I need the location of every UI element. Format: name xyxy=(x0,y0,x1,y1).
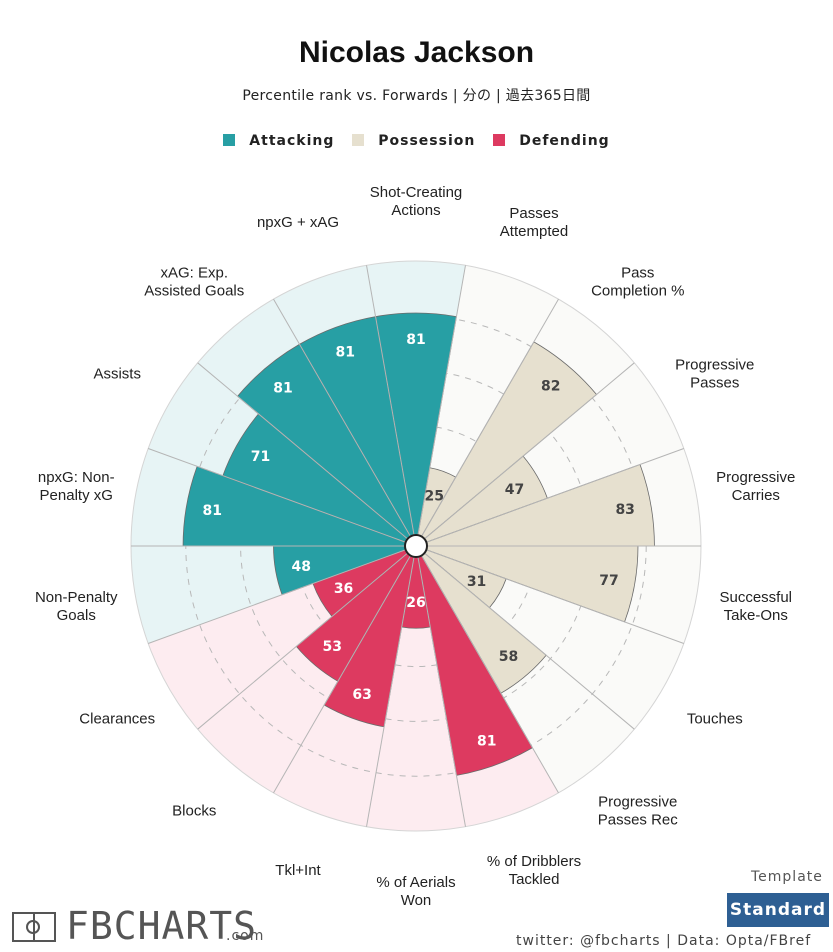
legend-item-possession: Possession xyxy=(352,133,475,149)
wedge-divider xyxy=(424,362,635,540)
category-label: Pass Completion % xyxy=(591,265,684,300)
category-label: Successful Take-Ons xyxy=(719,589,792,624)
value-label: 48 xyxy=(292,559,311,575)
value-label: 81 xyxy=(335,345,354,361)
legend: Attacking Possession Defending xyxy=(0,133,833,149)
wedge-divider xyxy=(417,265,466,536)
legend-label-defending: Defending xyxy=(519,133,610,149)
legend-label-attacking: Attacking xyxy=(249,133,335,149)
wedge-background xyxy=(417,265,559,537)
template-standard-button[interactable]: Standard xyxy=(727,893,829,927)
template-label: Template xyxy=(751,869,823,885)
wedge-divider xyxy=(197,362,408,540)
value-label: 63 xyxy=(352,687,371,703)
legend-swatch-attacking xyxy=(223,134,236,146)
wedge-divider xyxy=(273,298,411,537)
chart-title: Nicolas Jackson xyxy=(298,36,535,69)
value-label: 53 xyxy=(323,639,342,655)
wedge-divider xyxy=(426,448,684,543)
category-label: Progressive Passes xyxy=(675,357,754,392)
value-label: 81 xyxy=(273,380,292,396)
category-label: % of Dribblers Tackled xyxy=(487,853,581,888)
value-label: 82 xyxy=(541,378,560,394)
category-label: Tkl+Int xyxy=(275,862,321,879)
value-label: 83 xyxy=(615,502,634,518)
wedge-divider xyxy=(366,265,415,536)
wedge-divider xyxy=(148,448,406,543)
value-label: 25 xyxy=(425,489,444,505)
legend-label-possession: Possession xyxy=(378,133,476,149)
wedge-divider xyxy=(424,552,635,730)
chart-subtitle: Percentile rank vs. Forwards | 分の | 過去36… xyxy=(242,88,591,104)
wedge-divider xyxy=(197,552,408,730)
value-label: 77 xyxy=(599,573,618,589)
value-label: 47 xyxy=(505,482,524,498)
value-label: 81 xyxy=(202,503,221,519)
category-label: Non-Penalty Goals xyxy=(35,589,118,624)
legend-item-defending: Defending xyxy=(493,133,609,149)
wedge-divider xyxy=(148,549,406,644)
data-credit: twitter: @fbcharts | Data: Opta/FBref xyxy=(516,933,812,949)
category-label: Blocks xyxy=(172,802,216,819)
category-label: xAG: Exp. Assisted Goals xyxy=(144,265,244,300)
legend-item-attacking: Attacking xyxy=(223,133,334,149)
logo-text: FBCHARTS xyxy=(66,904,258,948)
value-label: 36 xyxy=(334,581,353,597)
value-label: 26 xyxy=(406,595,425,611)
value-label: 81 xyxy=(406,332,425,348)
category-label: Shot-Creating Actions xyxy=(370,184,463,219)
center-hub xyxy=(404,534,428,558)
category-label: Touches xyxy=(687,711,743,728)
value-label: 71 xyxy=(251,449,270,465)
category-label: Clearances xyxy=(79,711,155,728)
category-label: Progressive Carries xyxy=(716,469,795,504)
wedge-background xyxy=(366,556,466,831)
category-label: npxG: Non-Penalty xG xyxy=(38,469,115,504)
pitch-icon xyxy=(12,912,56,942)
wedge-divider xyxy=(426,549,684,644)
wedge-divider xyxy=(366,556,415,827)
logo-suffix: .com xyxy=(226,928,265,944)
wedge-divider xyxy=(417,556,466,827)
category-label: Progressive Passes Rec xyxy=(598,793,679,828)
category-label: Passes Attempted xyxy=(500,205,568,240)
value-label: 31 xyxy=(467,574,486,590)
wedge-divider xyxy=(421,555,559,794)
category-label: npxG + xAG xyxy=(257,214,339,231)
wedge-divider xyxy=(421,298,559,537)
value-label: 81 xyxy=(477,733,496,749)
category-label: Assists xyxy=(93,366,141,383)
value-label: 58 xyxy=(499,649,518,665)
legend-swatch-possession xyxy=(352,134,365,146)
wedge-divider xyxy=(273,555,411,794)
category-label: % of Aerials Won xyxy=(376,874,455,909)
legend-swatch-defending xyxy=(493,134,506,146)
